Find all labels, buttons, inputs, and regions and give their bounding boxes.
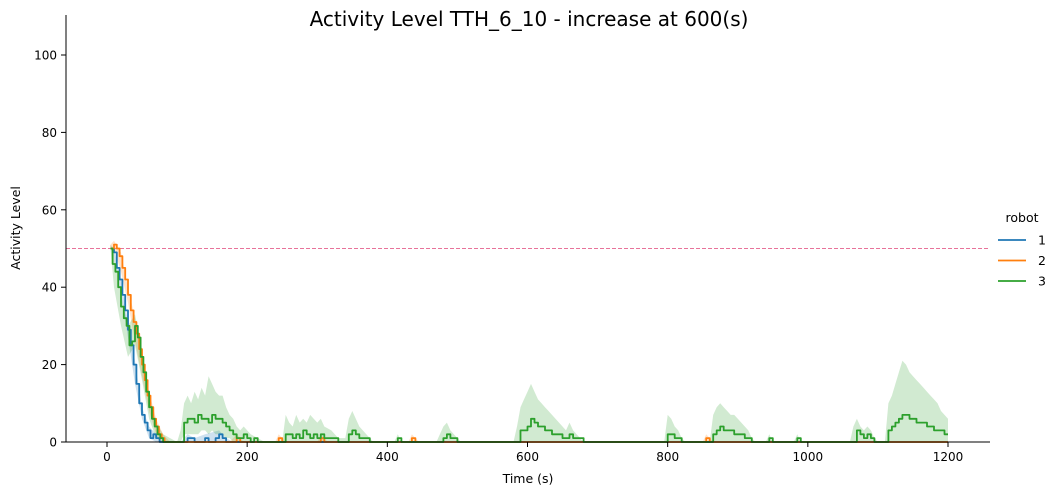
x-tick-label: 200 (236, 450, 259, 464)
y-axis-label: Activity Level (8, 186, 23, 270)
legend: robot 1 2 3 (998, 210, 1046, 289)
legend-label-1: 1 (1038, 233, 1046, 248)
x-tick-label: 1000 (793, 450, 824, 464)
legend-label-2: 2 (1038, 253, 1046, 268)
series-3-band (110, 244, 948, 442)
x-tick-label: 0 (103, 450, 111, 464)
x-axis-label: Time (s) (502, 471, 554, 486)
y-tick-label: 60 (42, 203, 57, 217)
legend-title: robot (1006, 210, 1039, 225)
x-tick-label: 1200 (933, 450, 964, 464)
y-axis-ticks: 0 20 40 60 80 100 (34, 49, 66, 450)
y-tick-label: 20 (42, 358, 57, 372)
y-tick-label: 0 (49, 436, 57, 450)
x-tick-label: 800 (656, 450, 679, 464)
x-tick-label: 400 (376, 450, 399, 464)
x-axis-ticks: 0 200 400 600 800 1000 1200 (103, 442, 963, 464)
y-tick-label: 100 (34, 49, 57, 63)
legend-label-3: 3 (1038, 274, 1046, 289)
x-tick-label: 600 (516, 450, 539, 464)
confidence-bands (110, 240, 948, 442)
chart-title: Activity Level TTH_6_10 - increase at 60… (310, 7, 749, 31)
y-tick-label: 80 (42, 126, 57, 140)
y-tick-label: 40 (42, 281, 57, 295)
